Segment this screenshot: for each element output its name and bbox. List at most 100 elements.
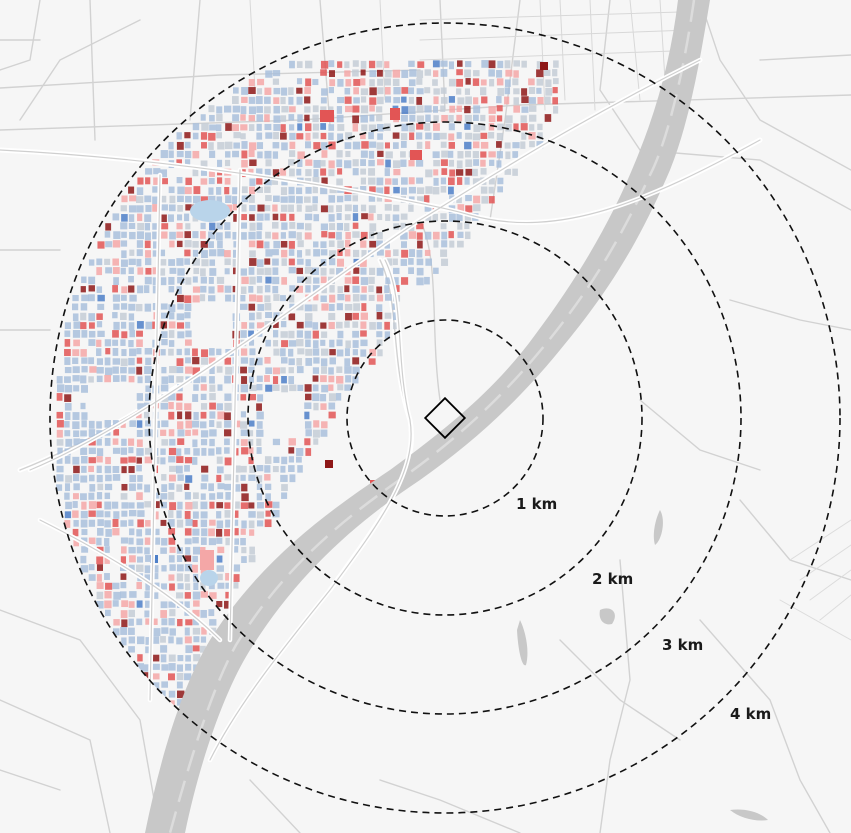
building-block	[448, 159, 455, 167]
building-block	[320, 205, 328, 213]
building-block	[281, 375, 287, 384]
building-block	[193, 636, 200, 643]
building-block	[265, 70, 273, 78]
building-block	[136, 465, 142, 472]
building-block	[88, 447, 96, 455]
building-block	[56, 376, 63, 384]
building-block	[352, 105, 360, 113]
building-block	[328, 402, 336, 410]
building-block	[176, 366, 184, 374]
building-block	[392, 78, 400, 87]
building-block	[376, 339, 383, 346]
building-block	[329, 70, 336, 77]
building-block	[537, 132, 543, 140]
building-block	[137, 519, 144, 528]
building-block	[200, 268, 206, 277]
building-block	[313, 357, 320, 364]
building-block	[264, 375, 270, 382]
building-block	[264, 474, 271, 481]
building-block	[488, 123, 495, 131]
building-block	[144, 303, 152, 312]
building-block	[440, 87, 447, 94]
building-block	[328, 393, 337, 402]
building-block	[81, 412, 88, 420]
building-block	[145, 357, 152, 366]
building-block	[361, 250, 367, 258]
building-block	[465, 159, 473, 167]
building-block	[104, 591, 112, 599]
building-block	[104, 258, 111, 265]
building-block	[329, 186, 337, 194]
building-block	[465, 231, 471, 240]
building-block	[321, 150, 328, 158]
building-block	[320, 429, 328, 437]
building-block	[480, 151, 487, 158]
building-block	[112, 519, 119, 527]
building-block	[104, 492, 111, 500]
highlighted-parcel	[390, 108, 400, 120]
building-block	[345, 79, 352, 87]
building-block	[169, 502, 177, 511]
building-block	[201, 474, 209, 482]
building-block	[208, 169, 215, 177]
building-block	[368, 132, 374, 140]
building-block	[144, 429, 152, 437]
building-block	[169, 267, 177, 274]
building-block	[209, 393, 216, 401]
building-block	[289, 124, 295, 131]
building-block	[96, 358, 103, 365]
building-block	[168, 393, 176, 401]
building-block	[313, 438, 319, 445]
building-block	[312, 105, 319, 113]
building-block	[272, 249, 279, 256]
building-block	[360, 88, 368, 96]
building-block	[248, 124, 255, 132]
building-block	[241, 96, 248, 103]
building-block	[176, 150, 184, 158]
building-block	[385, 294, 392, 301]
building-block	[360, 150, 368, 158]
building-block	[360, 259, 367, 267]
building-block	[385, 96, 392, 103]
building-block	[128, 303, 136, 311]
building-block	[416, 177, 424, 184]
building-block	[248, 231, 256, 240]
building-block	[529, 124, 535, 131]
building-block	[272, 267, 279, 275]
building-block	[337, 240, 344, 249]
building-block	[296, 133, 304, 140]
building-block	[336, 349, 344, 357]
building-block	[80, 475, 88, 483]
building-block	[216, 456, 223, 464]
building-block	[65, 501, 72, 510]
building-block	[192, 511, 199, 519]
site-square-icon[interactable]	[423, 396, 467, 440]
building-block	[369, 267, 376, 276]
building-block	[241, 483, 248, 492]
building-block	[112, 438, 119, 445]
building-block	[545, 88, 553, 96]
building-block	[168, 304, 176, 313]
building-block	[248, 303, 256, 311]
building-block	[153, 528, 160, 536]
building-block	[201, 447, 207, 456]
building-block	[248, 267, 255, 275]
building-block	[249, 339, 255, 346]
building-block	[416, 88, 424, 95]
building-block	[185, 357, 191, 364]
building-block	[216, 421, 222, 428]
building-block	[144, 574, 151, 582]
building-block	[473, 105, 481, 114]
building-block	[200, 114, 206, 121]
building-block	[169, 628, 176, 636]
building-block	[56, 484, 63, 491]
building-block	[153, 511, 159, 520]
building-block	[496, 78, 504, 86]
building-block	[176, 376, 184, 383]
building-block	[96, 367, 104, 374]
building-block	[209, 114, 215, 122]
building-block	[136, 439, 143, 447]
building-block	[153, 177, 160, 185]
